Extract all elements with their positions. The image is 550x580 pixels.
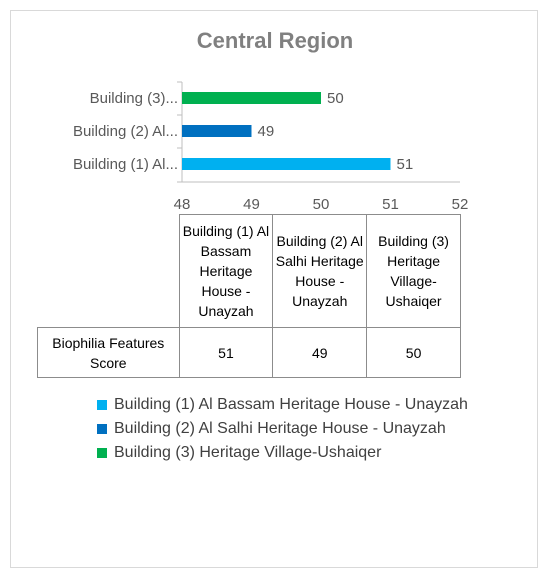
category-label-building-2: Building (2) Al...: [73, 123, 178, 140]
data-table: Building (1) Al Bassam Heritage House - …: [37, 214, 461, 378]
x-tick-label-51: 51: [382, 196, 399, 213]
bar-building-2: [182, 125, 252, 137]
bar-building-1: [182, 158, 391, 170]
data-label-building-3: 50: [327, 90, 344, 107]
data-label-building-1: 51: [397, 156, 414, 173]
table-row-label: Biophilia Features Score: [37, 327, 180, 378]
table-cell-building-2: 49: [272, 327, 368, 378]
bar-chart: 48 49 50 51 52 51 Building (1) Al... 49 Building…: [73, 81, 469, 213]
legend-swatch-building-1: [97, 400, 107, 410]
table-corner-cell: [37, 214, 180, 328]
table-header-building-1: Building (1) Al Bassam Heritage House - …: [178, 214, 274, 328]
x-tick-label-52: 52: [452, 196, 469, 213]
x-tick-label-48: 48: [174, 196, 191, 213]
table-header-building-3: Building (3) Heritage Village-Ushaiqer: [366, 214, 461, 328]
legend-item-building-2: Building (2) Al Salhi Heritage House - U…: [97, 418, 517, 439]
legend-label-building-2: Building (2) Al Salhi Heritage House - U…: [114, 420, 446, 437]
x-tick-label-50: 50: [313, 196, 330, 213]
legend-item-building-1: Building (1) Al Bassam Heritage House - …: [97, 394, 517, 415]
chart-frame: [10, 10, 538, 568]
category-label-building-3: Building (3)...: [90, 90, 178, 107]
bar-building-3: [182, 92, 321, 104]
legend: Building (1) Al Bassam Heritage House - …: [97, 394, 517, 466]
legend-label-building-3: Building (3) Heritage Village-Ushaiqer: [114, 444, 382, 461]
legend-item-building-3: Building (3) Heritage Village-Ushaiqer: [97, 442, 517, 463]
table-cell-building-1: 51: [178, 327, 274, 378]
chart-title: Central Region: [196, 28, 354, 53]
legend-label-building-1: Building (1) Al Bassam Heritage House - …: [114, 396, 468, 413]
table-cell-building-3: 50: [366, 327, 461, 378]
legend-swatch-building-2: [97, 424, 107, 434]
legend-swatch-building-3: [97, 448, 107, 458]
table-header-building-2: Building (2) Al Salhi Heritage House - U…: [272, 214, 368, 328]
category-label-building-1: Building (1) Al...: [73, 156, 178, 173]
data-label-building-2: 49: [258, 123, 275, 140]
x-tick-label-49: 49: [243, 196, 260, 213]
